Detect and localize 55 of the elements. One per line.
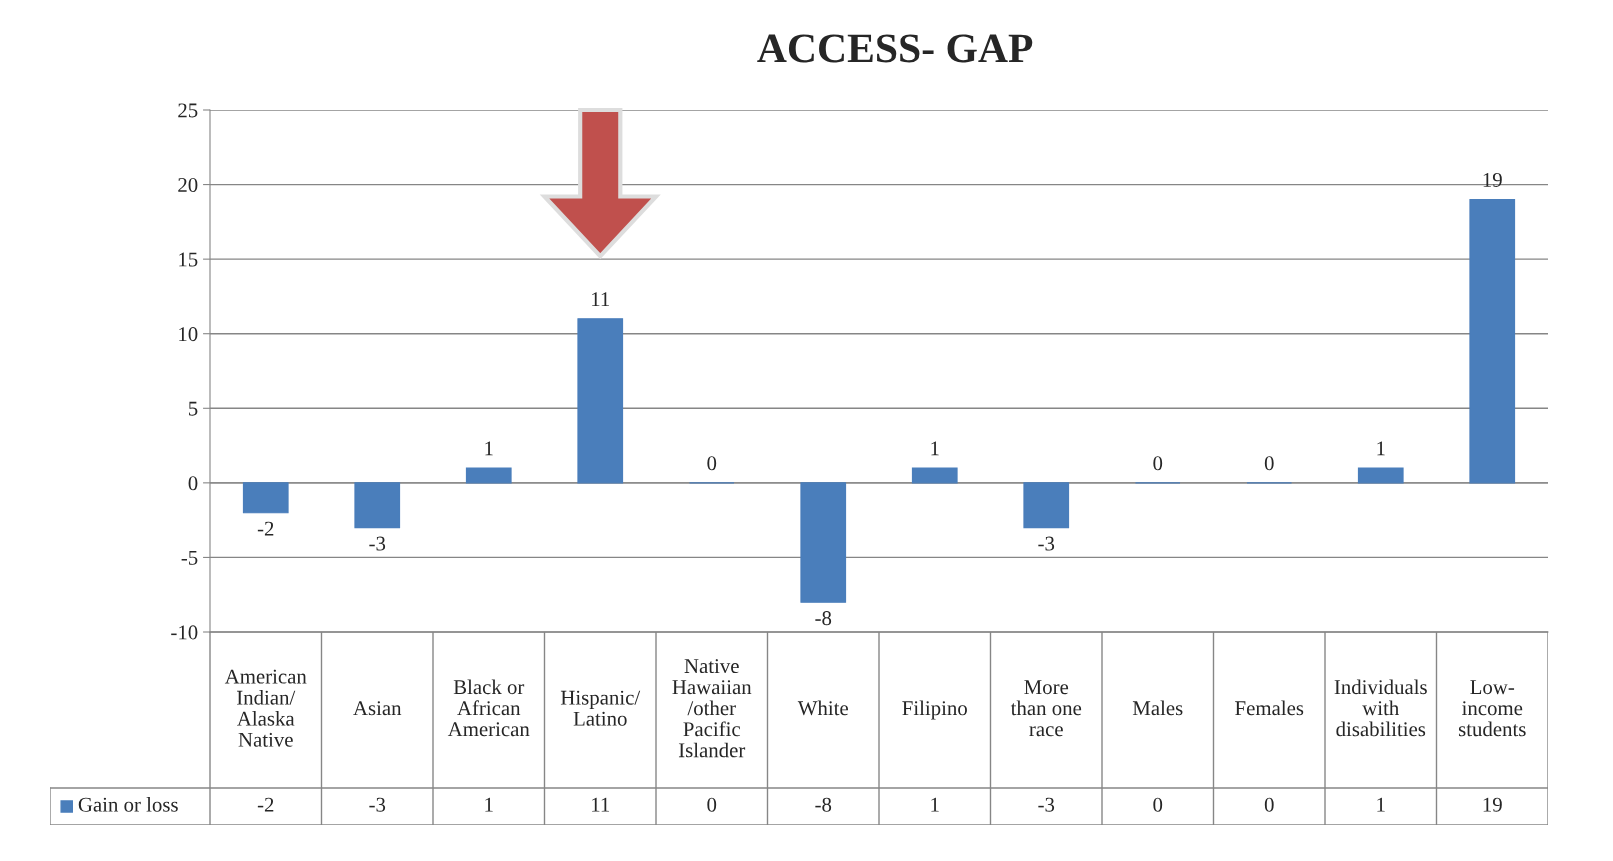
text: 1 bbox=[1377, 797, 1385, 812]
data-label: -8 bbox=[815, 611, 832, 626]
x-tick-label: Low- income students bbox=[1458, 680, 1526, 737]
legend-label: Gain or loss bbox=[78, 797, 178, 812]
bar bbox=[800, 482, 847, 603]
data-label: 0 bbox=[707, 456, 717, 471]
x-tick-label: American Indian/ Alaska Native bbox=[224, 669, 307, 747]
x-tick-label: Black or African American bbox=[447, 679, 530, 737]
bar bbox=[1023, 482, 1070, 529]
y-tick-label: 20 bbox=[178, 177, 198, 192]
data-label: 1 bbox=[931, 441, 939, 456]
data-label: 1 bbox=[1377, 441, 1385, 456]
bar bbox=[577, 318, 624, 484]
x-tick-label: Asian bbox=[353, 701, 402, 716]
bar bbox=[242, 482, 289, 514]
bar bbox=[465, 467, 512, 484]
y-tick-label: -5 bbox=[181, 551, 198, 565]
text: 0 bbox=[707, 797, 717, 812]
y-tick-label: 10 bbox=[179, 327, 198, 342]
x-tick-label: White bbox=[797, 700, 848, 716]
y-tick-label: 5 bbox=[188, 401, 198, 416]
text: -8 bbox=[815, 797, 832, 812]
bar bbox=[1357, 467, 1404, 484]
chart-title: ACCESS- GAP bbox=[757, 34, 1033, 63]
data-label: 0 bbox=[1264, 456, 1274, 471]
text: 19 bbox=[1483, 797, 1502, 812]
x-tick-label: Individuals with disabilities bbox=[1334, 679, 1427, 737]
text: 11 bbox=[592, 797, 610, 812]
text: 0 bbox=[1153, 797, 1163, 812]
data-label: -2 bbox=[257, 521, 274, 536]
data-label: -3 bbox=[1038, 536, 1055, 551]
bar bbox=[1469, 198, 1516, 484]
x-tick-label: Native Hawaiian /other Pacific Islander bbox=[672, 659, 752, 758]
data-label: 0 bbox=[1153, 456, 1163, 471]
x-tick-label: Hispanic/ Latino bbox=[560, 690, 641, 726]
text: 1 bbox=[485, 797, 493, 812]
y-tick-label: 25 bbox=[178, 103, 198, 118]
text: -3 bbox=[1038, 797, 1055, 812]
data-label: 1 bbox=[485, 441, 493, 456]
text: -3 bbox=[369, 797, 386, 812]
x-tick-label: Filipino bbox=[902, 700, 967, 720]
y-tick-label: 15 bbox=[179, 252, 198, 267]
y-tick-label: 0 bbox=[188, 476, 198, 491]
x-tick-label: More than one race bbox=[1010, 680, 1082, 737]
x-tick-label: Females bbox=[1235, 700, 1304, 716]
text: -2 bbox=[257, 797, 274, 812]
bar bbox=[354, 482, 401, 529]
text: 0 bbox=[1264, 797, 1274, 812]
text: 1 bbox=[931, 797, 939, 812]
x-tick-label: Males bbox=[1132, 700, 1183, 716]
data-label: 19 bbox=[1483, 172, 1502, 187]
data-label: -3 bbox=[369, 536, 386, 551]
data-label: 11 bbox=[592, 292, 610, 307]
y-tick-label: -10 bbox=[171, 625, 198, 640]
bar bbox=[911, 467, 958, 484]
